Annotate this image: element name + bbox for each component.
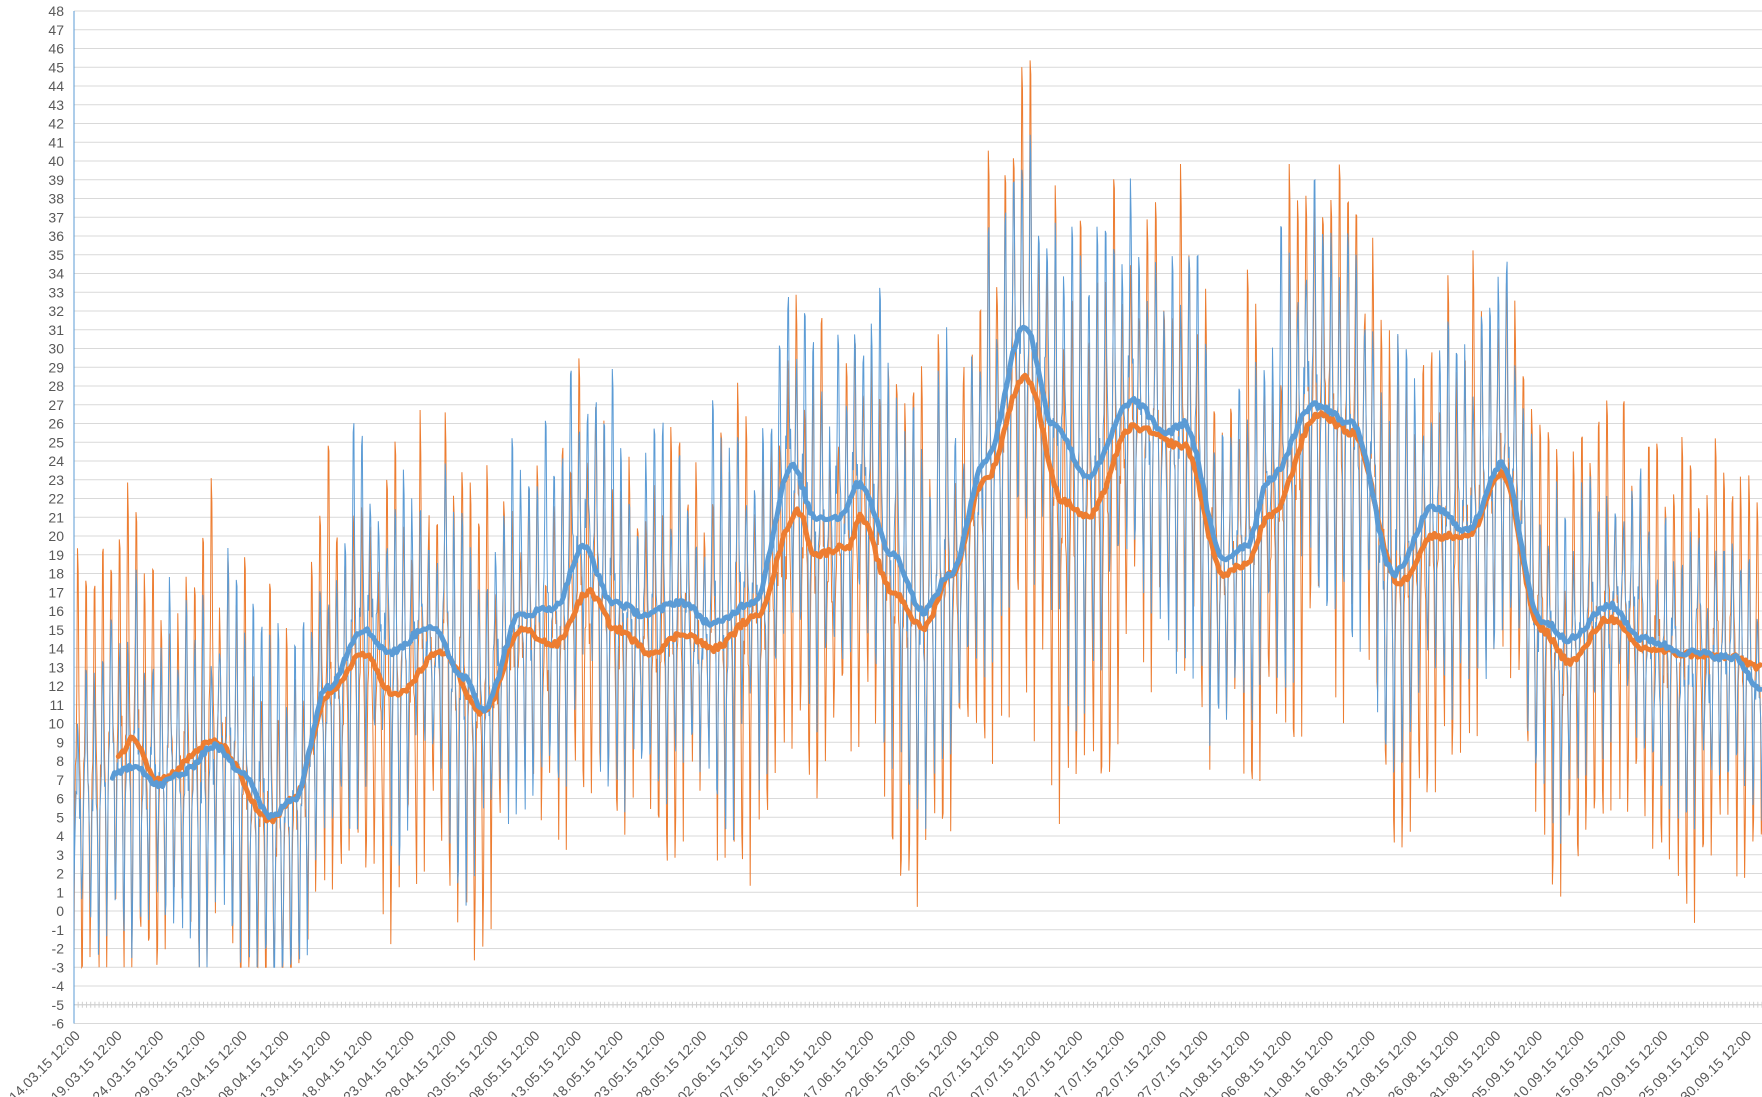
y-tick-label: 12 [48,678,64,694]
y-tick-label: 41 [48,134,64,150]
y-tick-label: 11 [49,697,64,713]
y-tick-label: 24 [48,453,64,469]
y-tick-label: 3 [56,847,64,863]
y-tick-label: 15 [48,622,64,638]
y-tick-label: 1 [56,884,64,900]
y-tick-label: 19 [48,547,64,563]
y-tick-label: 43 [48,97,64,113]
y-tick-label: 48 [48,3,64,19]
x-axis [73,1001,1762,1008]
blue-raw-line [73,134,1762,968]
y-tick-label: 36 [48,228,64,244]
y-tick-label: -1 [52,922,65,938]
y-tick-label: -2 [52,941,65,957]
y-tick-label: 29 [48,359,64,375]
y-tick-label: 8 [56,753,64,769]
y-tick-label: -3 [52,959,65,975]
y-tick-label: 44 [48,78,64,94]
y-tick-label: 5 [56,809,64,825]
y-tick-label: 0 [56,903,64,919]
y-tick-label: 35 [48,247,64,263]
y-tick-label: 34 [48,266,64,282]
y-tick-label: 45 [48,59,64,75]
y-tick-label: 25 [48,434,64,450]
y-tick-label: 47 [48,22,64,38]
y-tick-label: 6 [56,791,64,807]
y-tick-label: -4 [52,978,65,994]
y-tick-label: 39 [48,172,64,188]
y-tick-label: 20 [48,528,64,544]
y-tick-label: 9 [56,734,64,750]
y-tick-label: 16 [48,603,64,619]
y-tick-label: 38 [48,191,64,207]
y-tick-label: 32 [48,303,64,319]
y-tick-label: -6 [52,1016,65,1032]
y-tick-label: -5 [52,997,65,1013]
orange-raw-line [73,60,1762,970]
y-tick-label: 22 [48,491,64,507]
y-tick-label: 13 [48,659,64,675]
y-tick-label: 46 [48,41,64,57]
y-tick-label: 40 [48,153,64,169]
y-tick-label: 31 [48,322,64,338]
y-tick-label: 2 [56,866,64,882]
y-tick-label: 42 [48,116,64,132]
series-group [73,60,1762,970]
y-axis-tick-labels: -6-5-4-3-2-10123456789101112131415161718… [48,3,64,1032]
y-tick-label: 33 [48,284,64,300]
y-tick-label: 14 [48,641,64,657]
y-tick-label: 26 [48,416,64,432]
y-tick-label: 23 [48,472,64,488]
blue-moving-average-line [109,324,1762,821]
y-tick-label: 10 [48,716,64,732]
y-tick-label: 7 [56,772,64,788]
y-tick-label: 30 [48,341,64,357]
y-tick-label: 27 [48,397,64,413]
y-tick-label: 21 [48,509,64,525]
y-tick-label: 28 [48,378,64,394]
y-tick-label: 17 [48,584,64,600]
y-tick-label: 4 [56,828,64,844]
y-tick-label: 37 [48,209,64,225]
y-tick-label: 18 [48,566,64,582]
